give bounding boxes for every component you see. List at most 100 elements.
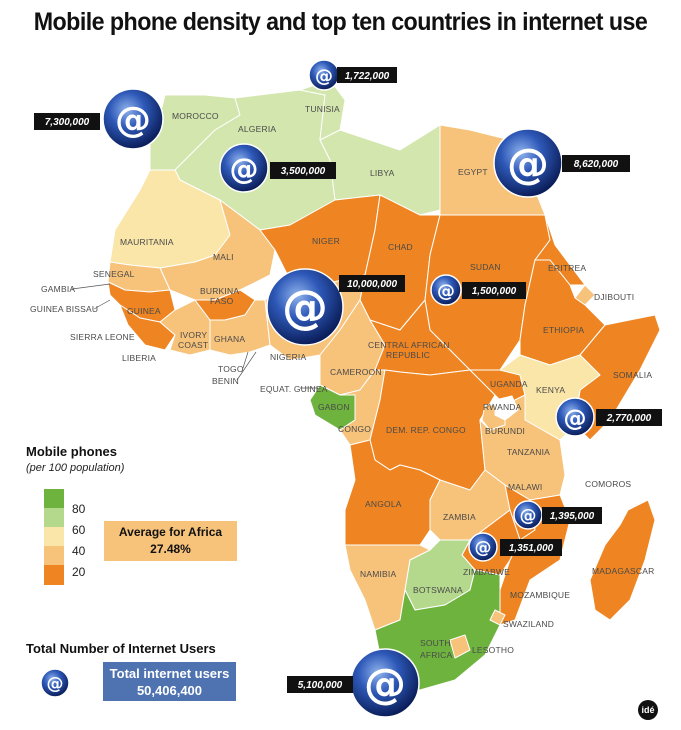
value-box	[462, 282, 526, 299]
label-mozambique: MOZAMBIQUE	[510, 590, 570, 600]
average-label: Average for Africa	[118, 525, 223, 539]
at-glyph: @	[230, 152, 259, 186]
internet-icon	[468, 532, 498, 562]
internet-icon	[219, 143, 269, 193]
label-mali: MALI	[213, 252, 234, 262]
label-guinea-bissau: GUINEA BISSAU	[30, 304, 98, 314]
value-text: 1,500,000	[472, 286, 517, 297]
legend-color-scale	[44, 489, 64, 585]
legend-swatch-40	[44, 546, 64, 565]
label-benin: BENIN	[212, 376, 239, 386]
page-title: Mobile phone density and top ten countri…	[33, 8, 648, 36]
label-burkina-1: BURKINA	[200, 286, 239, 296]
marker-kenya: @ 2,770,000	[555, 397, 662, 437]
legend-tick-60: 60	[72, 523, 86, 537]
madagascar-region	[589, 499, 656, 621]
legend-tick-40: 40	[72, 544, 86, 558]
total-users-box: Total internet users 50,406,400	[103, 662, 236, 701]
label-uganda: UGANDA	[490, 379, 528, 389]
marker-morocco: @ 7,300,000	[34, 88, 164, 150]
value-text: 8,620,000	[574, 159, 619, 170]
marker-tunisia: @ 1,722,000	[308, 59, 397, 91]
label-equat-guinea: EQUAT. GUINEA	[260, 384, 328, 394]
label-malawi: MALAWI	[508, 482, 542, 492]
label-algeria: ALGERIA	[238, 124, 276, 134]
value-box	[562, 155, 630, 172]
label-gabon: GABON	[318, 402, 350, 412]
label-nigeria: NIGERIA	[270, 352, 306, 362]
marker-sudan: @ 1,500,000	[430, 274, 526, 306]
label-angola: ANGOLA	[365, 499, 402, 509]
at-glyph: @	[282, 280, 328, 334]
marker-egypt: @ 8,620,000	[493, 128, 630, 198]
label-ghana: GHANA	[214, 334, 245, 344]
label-ivory-coast-2: COAST	[178, 340, 208, 350]
value-text: 10,000,000	[347, 279, 397, 290]
value-text: 1,722,000	[345, 71, 390, 82]
legend-tick-20: 20	[72, 565, 86, 579]
legend-subtitle: (per 100 population)	[26, 462, 125, 474]
label-morocco: MOROCCO	[172, 111, 219, 121]
total-users-label: Total internet users	[109, 666, 230, 681]
at-glyph: @	[520, 506, 537, 526]
label-drc: DEM. REP. CONGO	[386, 425, 466, 435]
label-zambia: ZAMBIA	[443, 512, 476, 522]
label-djibouti: DJIBOUTI	[594, 292, 634, 302]
label-gambia: GAMBIA	[41, 284, 75, 294]
value-text: 1,351,000	[509, 543, 554, 554]
label-sudan: SUDAN	[470, 262, 501, 272]
value-box	[270, 162, 336, 179]
value-text: 3,500,000	[281, 166, 326, 177]
label-tunisia: TUNISIA	[305, 104, 340, 114]
label-guinea: GUINEA	[127, 306, 161, 316]
label-libya: LIBYA	[370, 168, 395, 178]
at-glyph: @	[364, 659, 406, 708]
leader-lines	[71, 283, 318, 389]
internet-icon	[430, 274, 462, 306]
at-glyph: @	[475, 538, 492, 558]
label-namibia: NAMIBIA	[360, 569, 396, 579]
legend-title: Mobile phones	[26, 444, 117, 459]
label-rwanda: RWANDA	[483, 402, 522, 412]
average-value: 27.48%	[150, 542, 191, 556]
label-eritrea: ERITREA	[548, 263, 586, 273]
marker-nigeria: @ 10,000,000	[266, 268, 405, 346]
legend-swatch-60	[44, 508, 64, 527]
value-box	[337, 67, 397, 83]
label-cameroon: CAMEROON	[330, 367, 382, 377]
legend-internet-icon: @	[40, 668, 70, 698]
at-glyph: @	[47, 674, 64, 694]
sierra-leone-region	[119, 304, 176, 351]
value-text: 7,300,000	[45, 117, 90, 128]
lesotho-region	[449, 634, 471, 659]
at-glyph: @	[115, 100, 151, 141]
lake-victoria	[494, 395, 519, 421]
legend-swatch-80	[44, 489, 64, 508]
label-zimbabwe: ZIMBABWE	[463, 567, 510, 577]
label-car-1: CENTRAL AFRICAN	[368, 340, 450, 350]
internet-user-markers: @ 1,722,000 @ 7,300,000 @ 3,500,000 @ 8,…	[34, 59, 662, 718]
publisher-logo: idé	[638, 700, 658, 720]
value-box	[596, 409, 662, 426]
label-ethiopia: ETHIOPIA	[543, 325, 584, 335]
internet-icon	[266, 268, 344, 346]
label-south-africa-1: SOUTH	[420, 638, 451, 648]
marker-south-africa: @ 5,100,000	[287, 648, 420, 718]
value-box	[500, 539, 562, 556]
label-egypt: EGYPT	[458, 167, 488, 177]
legend-swatch-20	[44, 565, 64, 585]
label-madagascar: MADAGASCAR	[592, 566, 654, 576]
label-car-2: REPUBLIC	[386, 350, 430, 360]
internet-icon	[102, 88, 164, 150]
label-chad: CHAD	[388, 242, 413, 252]
swaziland-region	[489, 609, 506, 626]
label-sierra-leone: SIERRA LEONE	[70, 332, 135, 342]
total-users-title: Total Number of Internet Users	[26, 641, 216, 656]
total-users-value: 50,406,400	[136, 683, 203, 698]
label-comoros: COMOROS	[585, 479, 631, 489]
at-glyph: @	[315, 66, 333, 87]
label-mauritania: MAURITANIA	[120, 237, 174, 247]
value-text: 1,395,000	[550, 511, 595, 522]
internet-icon	[555, 397, 595, 437]
